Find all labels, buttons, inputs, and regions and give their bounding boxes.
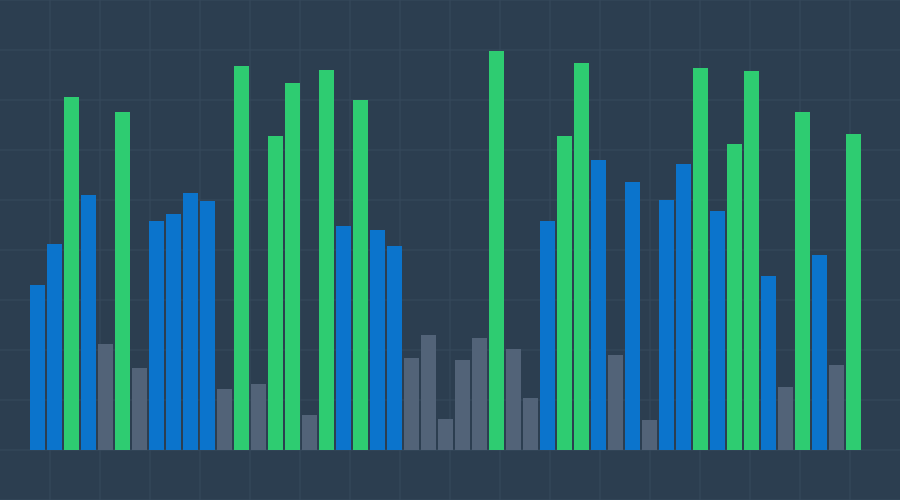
bar-green: [353, 100, 368, 450]
bar-gray: [421, 335, 436, 450]
bar-blue: [540, 221, 555, 450]
bar-blue: [183, 193, 198, 450]
bar-green: [693, 68, 708, 450]
bar-blue: [676, 164, 691, 450]
bar-gray: [506, 349, 521, 450]
bar-gray: [523, 398, 538, 450]
bar-blue: [591, 160, 606, 450]
bar-gray: [455, 360, 470, 450]
bar-green: [727, 144, 742, 450]
bar-blue: [812, 255, 827, 450]
bar-green: [268, 136, 283, 450]
bar-gray: [438, 419, 453, 450]
bar-gray: [217, 389, 232, 450]
bar-gray: [642, 420, 657, 450]
bar-green: [795, 112, 810, 450]
bar-gray: [98, 344, 113, 450]
bar-gray: [302, 415, 317, 450]
bar-blue: [370, 230, 385, 450]
bar-gray: [251, 384, 266, 450]
bar-blue: [710, 211, 725, 450]
bar-gray: [472, 338, 487, 450]
bar-gray: [608, 355, 623, 450]
bar-green: [234, 66, 249, 450]
bar-blue: [30, 285, 45, 450]
bar-blue: [336, 226, 351, 450]
bar-green: [285, 83, 300, 450]
bar-blue: [659, 200, 674, 450]
bar-green: [744, 71, 759, 450]
bar-blue: [47, 244, 62, 450]
bar-blue: [200, 201, 215, 450]
bar-gray: [132, 368, 147, 450]
bar-green: [574, 63, 589, 450]
bar-gray: [829, 365, 844, 450]
bar-gray: [404, 358, 419, 450]
bar-green: [557, 136, 572, 450]
bar-green: [115, 112, 130, 450]
bar-green: [489, 51, 504, 450]
bar-blue: [761, 276, 776, 450]
bar-blue: [149, 221, 164, 450]
bar-blue: [81, 195, 96, 450]
bar-blue: [387, 246, 402, 450]
bar-green: [319, 70, 334, 450]
bar-blue: [625, 182, 640, 450]
bar-blue: [166, 214, 181, 450]
bar-green: [846, 134, 861, 450]
bar-gray: [778, 387, 793, 450]
bars-group: [30, 51, 861, 450]
bar-green: [64, 97, 79, 450]
